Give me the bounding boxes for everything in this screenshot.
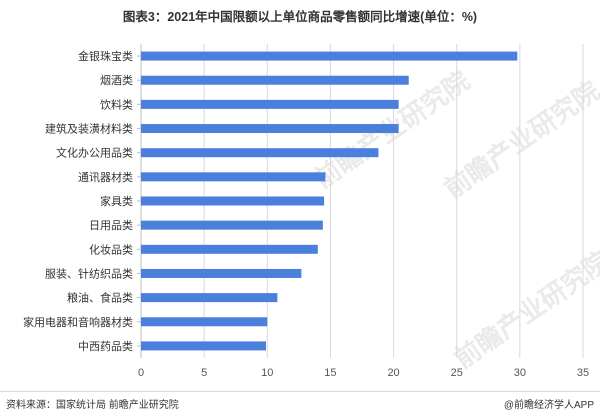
bar (141, 172, 326, 182)
category-label: 家用电器和音响器材类 (23, 315, 133, 329)
x-tick-label: 35 (577, 367, 589, 379)
bar (141, 268, 302, 278)
chart-title: 图表3：2021年中国限额以上单位商品零售额同比增速(单位：%) (122, 10, 478, 24)
category-label: 烟酒类 (100, 73, 133, 87)
bar (141, 317, 268, 327)
bar (141, 244, 318, 254)
source-note: 资料来源：国家统计局 前瞻产业研究院 (6, 400, 179, 411)
x-tick-label: 15 (324, 367, 336, 379)
x-tick-label: 30 (514, 367, 526, 379)
category-label: 粮油、食品类 (67, 291, 133, 305)
brand-credit: @前瞻经济学人APP (503, 400, 594, 411)
bar (141, 220, 323, 230)
category-label: 文化办公用品类 (56, 146, 133, 160)
bar (141, 293, 278, 303)
x-tick-label: 20 (387, 367, 399, 379)
category-label: 饮料类 (100, 97, 133, 111)
bar (141, 341, 267, 351)
x-tick-label: 25 (451, 367, 463, 379)
footer-divider (0, 391, 600, 392)
category-label: 服装、针纺织品类 (45, 266, 133, 280)
category-label: 日用品类 (89, 218, 133, 232)
bar (141, 124, 399, 134)
bar (141, 99, 399, 109)
category-label: 化妆品类 (89, 242, 133, 256)
category-label: 通讯器材类 (78, 170, 133, 184)
bar (141, 51, 518, 61)
category-label: 金银珠宝类 (78, 49, 133, 63)
bar (141, 196, 325, 206)
bar (141, 148, 379, 158)
category-label: 建筑及装潢材料类 (45, 122, 133, 136)
x-tick-label: 10 (261, 367, 273, 379)
bar (141, 75, 409, 85)
x-tick-label: 0 (138, 367, 144, 379)
category-label: 中西药品类 (78, 339, 133, 353)
category-label: 家具类 (100, 194, 133, 208)
x-tick-label: 5 (201, 367, 207, 379)
